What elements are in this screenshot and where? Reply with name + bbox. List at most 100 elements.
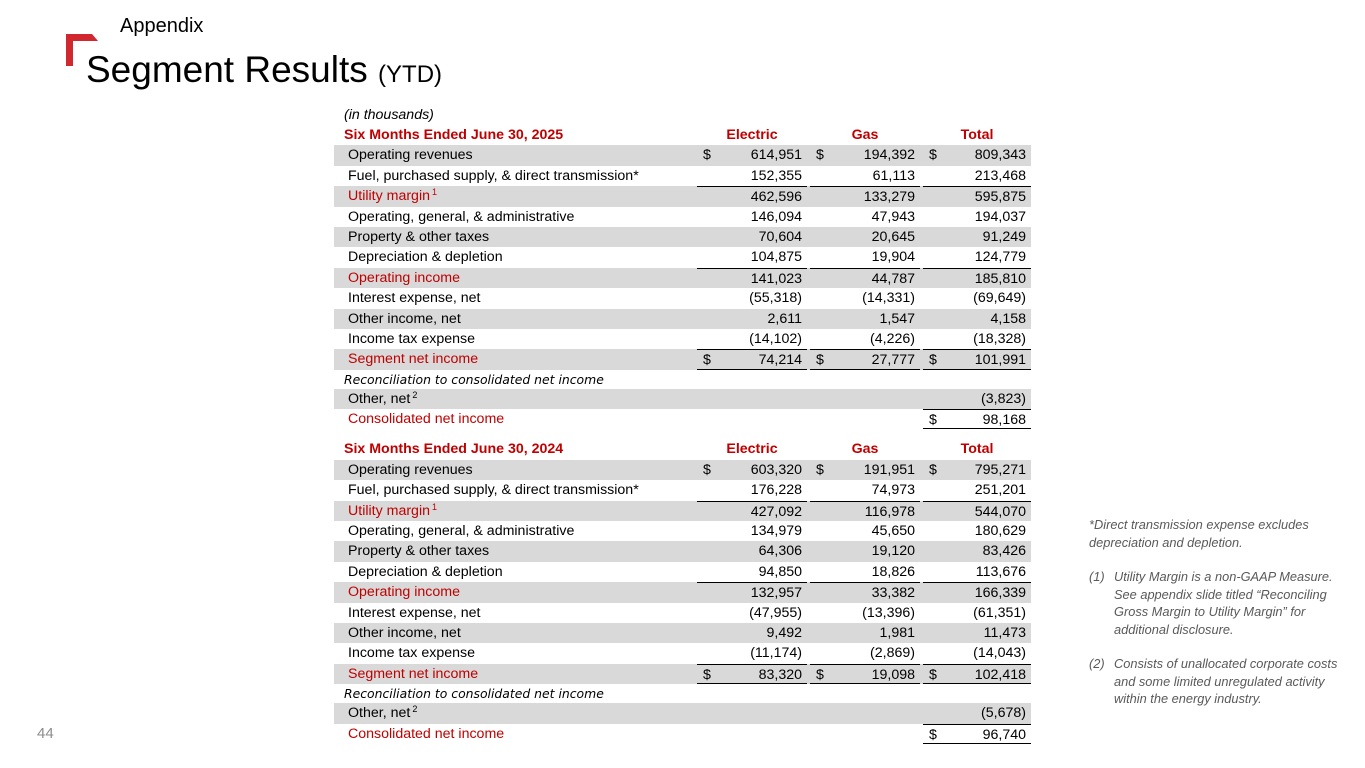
table-row: Utility margin 1 462,596 133,279 595,875	[334, 186, 1031, 207]
cell-value: 19,120	[871, 543, 915, 560]
row-label-text: Other income, net	[348, 624, 461, 641]
row-label-text: Interest expense, net	[348, 290, 481, 307]
table-spacer	[334, 429, 1031, 439]
cell-value: (3,823)	[981, 390, 1026, 407]
footnote-number: (2)	[1089, 656, 1105, 671]
cell-value: 70,604	[758, 228, 802, 245]
value-cell: (13,396)	[810, 603, 920, 623]
table-row: Operating, general, & administrative 146,…	[334, 207, 1031, 227]
cell-value: 595,875	[974, 189, 1026, 206]
table-row: Depreciation & depletion 94,850 18,826 113,…	[334, 562, 1031, 582]
cell-value: 185,810	[974, 270, 1026, 287]
table-row: Segment net income $83,320 $19,098 $102,418	[334, 663, 1031, 685]
row-label-text: Interest expense, net	[348, 604, 481, 621]
value-cell: (55,318)	[697, 288, 807, 308]
row-label: Operating revenues	[334, 460, 694, 480]
footnote-ref: 1	[432, 187, 438, 198]
cell-value: 176,228	[750, 482, 802, 499]
cell-value: 194,392	[863, 147, 915, 164]
value-cell: $83,320	[697, 663, 807, 685]
footnote-ref: 2	[412, 704, 418, 715]
table-row: Other income, net 2,611 1,547 4,158	[334, 308, 1031, 329]
value-cell: (11,174)	[697, 643, 807, 663]
value-cell: (14,043)	[923, 643, 1031, 663]
empty-cell	[810, 724, 920, 744]
cell-value: 33,382	[871, 585, 915, 602]
empty-cell	[810, 703, 920, 723]
cell-value: 133,279	[863, 189, 915, 206]
row-label-text: Consolidated net income	[348, 411, 505, 428]
row-label: Depreciation & depletion	[334, 562, 694, 582]
value-cell: 70,604	[697, 227, 807, 247]
value-cell: 1,547	[810, 309, 920, 329]
cell-value: 251,201	[974, 482, 1026, 499]
row-label-text: Operating, general, & administrative	[348, 208, 575, 225]
currency-symbol: $	[929, 666, 937, 683]
value-cell: 544,070	[923, 500, 1031, 521]
value-cell: 595,875	[923, 186, 1031, 206]
cell-value: 4,158	[990, 310, 1026, 327]
value-cell: $191,951	[810, 460, 920, 480]
table-row: Other income, net 9,492 1,981 11,473	[334, 622, 1031, 644]
value-cell: 18,826	[810, 562, 920, 582]
value-cell: (4,226)	[810, 329, 920, 349]
row-label-text: Depreciation & depletion	[348, 563, 503, 580]
cell-value: 146,094	[750, 208, 802, 225]
row-label: Interest expense, net	[334, 288, 694, 308]
cell-value: 462,596	[750, 189, 802, 206]
footnote-text: Utility Margin is a non-GAAP Measure. Se…	[1114, 569, 1333, 637]
value-cell: $96,740	[923, 723, 1031, 744]
row-label: Operating, general, & administrative	[334, 207, 694, 227]
row-label: Interest expense, net	[334, 603, 694, 623]
row-label: Consolidated net income	[334, 724, 694, 744]
value-cell: (2,869)	[810, 643, 920, 663]
currency-symbol: $	[703, 666, 711, 683]
cell-value: (5,678)	[981, 705, 1026, 722]
value-cell: 104,875	[697, 247, 807, 267]
cell-value: 11,473	[983, 624, 1026, 641]
page-title: Segment Results (YTD)	[86, 49, 442, 91]
column-header: Electric	[726, 127, 778, 143]
row-label: Utility margin 1	[334, 501, 694, 521]
currency-symbol: $	[703, 147, 711, 164]
value-cell: 176,228	[697, 480, 807, 500]
cell-value: 9,492	[766, 624, 802, 641]
row-label-text: Operating revenues	[348, 147, 473, 164]
row-label-text: Consolidated net income	[348, 725, 505, 742]
cell-value: 544,070	[974, 503, 1026, 520]
cell-value: 101,991	[974, 352, 1026, 369]
table-row: Segment net income $74,214 $27,777 $101,991	[334, 349, 1031, 370]
cell-value: 91,249	[982, 228, 1026, 245]
value-cell: 462,596	[697, 186, 807, 206]
reconciliation-label: Reconciliation to consolidated net incom…	[344, 371, 604, 387]
value-cell: $795,271	[923, 460, 1031, 480]
value-cell: $603,320	[697, 460, 807, 480]
table-row: Interest expense, net (55,318) (14,331) (69…	[334, 288, 1031, 308]
value-cell: 166,339	[923, 582, 1031, 602]
footnotes: *Direct transmission expense excludes de…	[1089, 516, 1339, 708]
row-label-text: Utility margin	[348, 502, 430, 519]
currency-symbol: $	[929, 147, 937, 164]
other-net-row: Other, net 2 (3,823)	[334, 388, 1031, 410]
cell-value: 1,547	[879, 310, 915, 327]
value-cell: 44,787	[810, 267, 920, 288]
cell-value: 19,098	[871, 666, 915, 683]
section-label: Appendix	[120, 15, 204, 37]
currency-symbol: $	[816, 147, 824, 164]
row-label: Property & other taxes	[334, 541, 694, 561]
value-cell: 19,120	[810, 541, 920, 561]
value-cell: 83,426	[923, 541, 1031, 561]
table-header: Six Months Ended June 30, 2025 Electric Ga…	[334, 125, 1031, 145]
row-label-text: Income tax expense	[348, 645, 475, 662]
table-row: Fuel, purchased supply, & direct transmi…	[334, 480, 1031, 500]
row-label: Other income, net	[334, 623, 694, 643]
column-header: Electric	[726, 441, 778, 458]
footnote-1: (1) Utility Margin is a non-GAAP Measure…	[1089, 568, 1339, 638]
cell-value: 83,426	[982, 543, 1026, 560]
currency-symbol: $	[929, 461, 937, 478]
cell-value: 104,875	[750, 249, 802, 266]
row-label: Depreciation & depletion	[334, 247, 694, 267]
cell-value: 74,973	[871, 482, 915, 499]
empty-cell	[810, 389, 920, 409]
value-cell: 11,473	[923, 623, 1031, 643]
